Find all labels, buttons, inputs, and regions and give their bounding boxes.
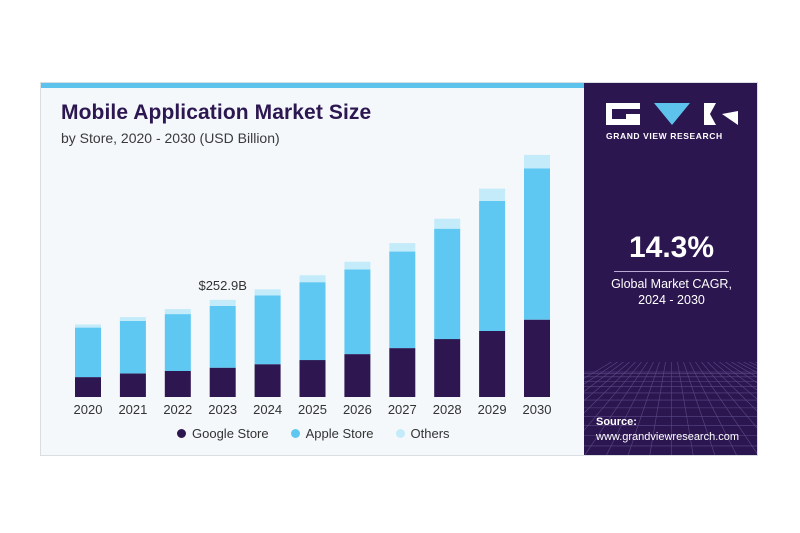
- cagr-value: 14.3%: [628, 231, 715, 264]
- grid-line: [584, 362, 612, 379]
- bar-segment-apple-store-2029: [479, 200, 506, 331]
- bar-segment-google-store-2026: [344, 354, 371, 397]
- x-tick-label-2030: 2030: [523, 402, 552, 417]
- stacked-bar-chart: 2020 2021 2022 2023 $252.9B 2024 2025 2026 2027 2…: [74, 154, 552, 417]
- bar-segment-others-2027: [389, 243, 416, 252]
- legend-label-apple: Apple Store: [305, 426, 374, 441]
- bar-segment-others-2020: [75, 324, 101, 328]
- bar-segment-others-2030: [524, 154, 550, 169]
- grid-line: [689, 362, 737, 455]
- cagr-label-line2: 2024 - 2030: [638, 293, 705, 307]
- x-tick-label-2022: 2022: [163, 402, 192, 417]
- bar-segment-others-2021: [119, 317, 146, 321]
- accent-bar: [41, 83, 584, 88]
- bar-segment-others-2025: [299, 275, 326, 283]
- grid-line: [677, 362, 694, 455]
- legend-item-google: Google Store: [177, 426, 269, 441]
- grid-line: [584, 362, 636, 414]
- x-tick-label-2024: 2024: [253, 402, 282, 417]
- grid-line: [606, 362, 654, 455]
- x-tick-label-2028: 2028: [433, 402, 462, 417]
- grid-line: [627, 362, 660, 455]
- bar-segment-google-store-2028: [434, 339, 461, 397]
- grid-line: [719, 362, 757, 391]
- grid-line: [695, 362, 757, 454]
- x-tick-label-2026: 2026: [343, 402, 372, 417]
- bar-segment-google-store-2023: [209, 367, 236, 397]
- bar-segment-others-2024: [254, 289, 281, 296]
- legend-label-google: Google Store: [192, 426, 269, 441]
- bar-segment-google-store-2021: [119, 373, 146, 397]
- legend-item-apple: Apple Store: [290, 426, 374, 441]
- grid-line: [713, 362, 757, 400]
- bar-segment-others-2029: [479, 188, 506, 201]
- bar-segment-google-store-2024: [254, 364, 281, 397]
- brand-name: GRAND VIEW RESEARCH: [606, 131, 723, 141]
- grid-line: [683, 362, 716, 455]
- legend-swatch-others: [395, 429, 405, 438]
- grid-line: [701, 362, 757, 429]
- grid-line: [707, 362, 757, 412]
- grid-line: [725, 362, 757, 384]
- x-tick-label-2020: 2020: [74, 402, 103, 417]
- grid-line: [649, 362, 666, 455]
- x-tick-label-2025: 2025: [298, 402, 327, 417]
- bar-segment-apple-store-2028: [434, 228, 461, 340]
- bar-segment-apple-store-2021: [119, 320, 146, 374]
- legend-label-others: Others: [410, 426, 450, 441]
- bar-segment-google-store-2020: [75, 377, 101, 397]
- decorative-grid: [584, 362, 757, 455]
- bar-segment-google-store-2029: [479, 331, 506, 397]
- bar-segment-google-store-2030: [524, 319, 550, 397]
- grid-line: [584, 362, 642, 431]
- x-tick-label-2021: 2021: [118, 402, 147, 417]
- bar-segment-apple-store-2030: [524, 168, 550, 320]
- grid-line: [584, 362, 648, 455]
- bar-segment-google-store-2022: [164, 371, 191, 397]
- annotation-label: $252.9B: [198, 278, 246, 293]
- bar-segment-apple-store-2025: [299, 282, 326, 361]
- bar-segment-apple-store-2022: [164, 314, 191, 371]
- bar-segment-apple-store-2024: [254, 295, 281, 365]
- grid-line: [584, 362, 624, 392]
- bar-segment-google-store-2027: [389, 348, 416, 397]
- bar-segment-others-2023: [209, 299, 236, 306]
- bar-segment-others-2022: [164, 309, 191, 315]
- x-tick-label-2023: 2023: [208, 402, 237, 417]
- cagr-divider: [614, 271, 729, 272]
- brand-panel: GRAND VIEW RESEARCH 14.3% Global Market …: [584, 83, 757, 455]
- legend-swatch-apple: [290, 429, 300, 438]
- source-label: Source:: [596, 416, 637, 428]
- chart-legend: Google Store Apple Store Others: [177, 426, 450, 441]
- legend-swatch-google: [177, 429, 186, 438]
- x-tick-label-2029: 2029: [478, 402, 507, 417]
- bar-segment-apple-store-2027: [389, 251, 416, 349]
- bar-segment-apple-store-2026: [344, 269, 371, 355]
- grand-view-research-logo: [606, 103, 738, 125]
- bar-segment-apple-store-2020: [75, 327, 101, 378]
- grid-line: [584, 362, 618, 385]
- bar-segment-google-store-2025: [299, 360, 326, 397]
- bar-segment-others-2028: [434, 218, 461, 229]
- legend-item-others: Others: [395, 426, 450, 441]
- bar-segment-apple-store-2023: [209, 306, 236, 368]
- grid-line: [749, 362, 757, 366]
- cagr-label-line1: Global Market CAGR,: [611, 277, 732, 291]
- grid-line: [584, 362, 630, 401]
- chart-title: Mobile Application Market Size: [61, 101, 372, 124]
- cagr-label: Global Market CAGR, 2024 - 2030: [584, 276, 757, 308]
- source-url[interactable]: www.grandviewresearch.com: [596, 431, 740, 443]
- chart-subtitle: by Store, 2020 - 2030 (USD Billion): [61, 130, 280, 146]
- grid-line: [755, 362, 757, 363]
- infographic-card: Mobile Application Market Size by Store,…: [40, 82, 758, 456]
- bar-segment-others-2026: [344, 261, 371, 270]
- x-tick-label-2027: 2027: [388, 402, 417, 417]
